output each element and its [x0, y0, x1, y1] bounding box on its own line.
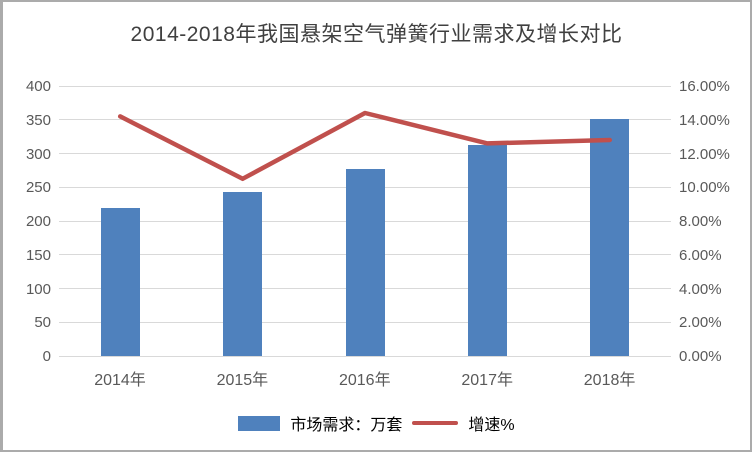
gridline [59, 85, 671, 87]
legend-label-growth: 增速% [468, 417, 515, 434]
y-axis-left-tick: 150 [25, 246, 51, 264]
plot-area [59, 85, 671, 357]
legend: 市场需求：万套 增速% [3, 408, 750, 438]
y-axis-right-tick: 14.00% [679, 111, 730, 129]
y-axis-left-tick: 100 [25, 280, 51, 298]
y-axis-left-tick: 300 [25, 145, 51, 163]
y-axis-left-tick: 350 [25, 111, 51, 129]
bar-2018年 [590, 119, 630, 356]
x-axis-label: 2016年 [338, 372, 391, 389]
growth-line-swatch-icon [412, 421, 459, 425]
y-axis-left-tick: 400 [25, 78, 51, 95]
y-axis-left-tick: 200 [25, 213, 51, 230]
growth-line [117, 110, 613, 182]
y-axis-right-tick: 10.00% [679, 179, 730, 197]
bar-2016年 [345, 169, 385, 356]
gridline [59, 119, 671, 121]
bar-2014年 [100, 207, 140, 356]
y-axis-right-tick: 8.00% [679, 213, 722, 230]
bar-2017年 [467, 145, 507, 356]
y-axis-right-tick: 2.00% [679, 314, 722, 332]
legend-label-demand: 市场需求：万套 [290, 417, 403, 434]
gridline [59, 355, 671, 357]
y-axis-left-tick: 50 [34, 314, 51, 332]
x-axis-label: 2015年 [216, 372, 269, 389]
x-axis-label: 2018年 [583, 372, 636, 389]
y-axis-left-tick: 0 [42, 348, 51, 365]
bar-2015年 [223, 191, 263, 356]
y-axis-right-tick: 4.00% [679, 280, 722, 298]
y-axis-right-tick: 0.00% [679, 348, 722, 365]
y-axis-right-tick: 16.00% [679, 78, 730, 95]
demand-bar-swatch-icon [238, 415, 281, 431]
y-axis-left-tick: 250 [25, 179, 51, 197]
y-axis-right-tick: 12.00% [679, 145, 730, 163]
growth-line-layer [117, 110, 613, 182]
y-axis-right-tick: 6.00% [679, 246, 722, 264]
x-axis-label: 2014年 [94, 372, 146, 389]
gridline [59, 153, 671, 154]
x-axis-label: 2017年 [461, 372, 513, 389]
chart-title: 2014-2018年我国悬架空气弹簧行业需求及增长对比 [130, 23, 623, 46]
